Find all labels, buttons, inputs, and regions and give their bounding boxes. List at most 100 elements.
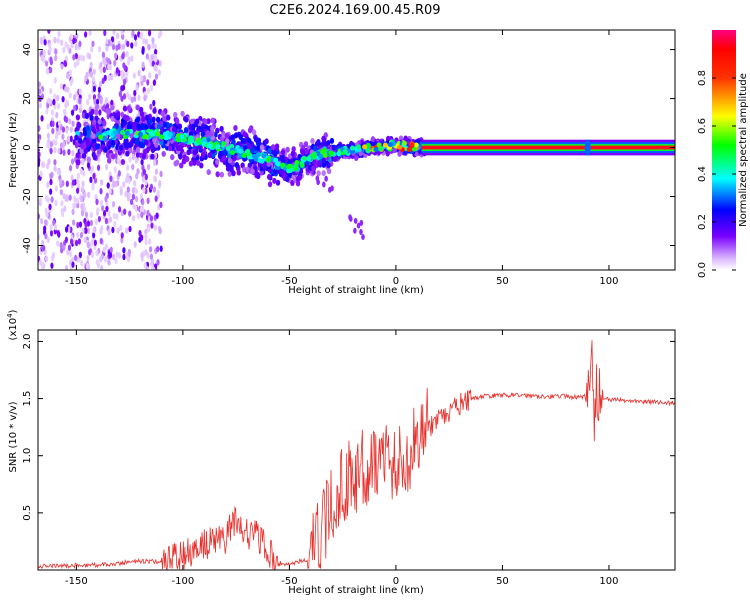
- noise-cell: [146, 197, 150, 205]
- noise-cell: [80, 203, 84, 210]
- noise-cell: [151, 37, 155, 44]
- noise-cell: [153, 224, 158, 231]
- spectral-cell: [329, 137, 335, 144]
- noise-cell: [152, 186, 157, 193]
- noise-cell: [57, 30, 61, 38]
- tail-cell: [324, 175, 328, 182]
- noise-cell: [88, 93, 92, 100]
- x-tick-label: 0: [393, 276, 399, 287]
- noise-cell: [122, 78, 127, 86]
- spectral-cell: [297, 174, 302, 181]
- spectral-cell: [205, 130, 210, 137]
- spectral-cell: [210, 117, 215, 124]
- noise-cell: [105, 45, 109, 52]
- noise-cell: [86, 227, 91, 234]
- ridge-core-cell: [138, 131, 144, 137]
- ridge-core-cell: [409, 142, 415, 148]
- noise-cell: [74, 43, 78, 51]
- noise-cell: [108, 251, 113, 259]
- spectral-cell: [166, 114, 171, 121]
- y-tick-label: 40: [22, 43, 33, 56]
- spectral-cell: [138, 140, 143, 147]
- noise-cell: [46, 123, 50, 130]
- noise-cell: [152, 99, 156, 107]
- noise-cell: [152, 79, 156, 86]
- noise-cell: [154, 73, 159, 80]
- noise-cell: [47, 97, 51, 104]
- ridge-core-cell: [322, 153, 328, 159]
- noise-cell: [49, 147, 53, 155]
- noise-cell: [107, 258, 111, 266]
- spectral-cell: [136, 116, 141, 123]
- spectral-cell: [200, 152, 206, 159]
- noise-cell: [53, 159, 57, 166]
- noise-cell: [125, 91, 129, 99]
- noise-cell: [149, 253, 154, 260]
- spectral-cell: [80, 143, 85, 150]
- noise-cell: [38, 197, 42, 204]
- noise-cell: [103, 256, 107, 263]
- noise-cell: [39, 36, 43, 44]
- noise-cell: [38, 125, 41, 132]
- snr-frame: [37, 329, 676, 571]
- spectral-cell: [173, 141, 179, 148]
- noise-cell: [114, 52, 118, 59]
- noise-cell: [148, 72, 152, 79]
- noise-cell: [78, 221, 83, 228]
- ridge-core-cell: [167, 132, 173, 138]
- noise-cell: [88, 249, 92, 256]
- snr-y-multiplier-exp: 4: [6, 313, 14, 318]
- noise-cell: [90, 240, 94, 247]
- spectral-cell: [206, 169, 211, 176]
- noise-cell: [94, 218, 98, 226]
- ridge-core-cell: [246, 151, 252, 157]
- noise-cell: [56, 229, 60, 237]
- noise-cell: [59, 142, 64, 149]
- noise-cell: [154, 195, 158, 202]
- noise-cell: [69, 33, 74, 41]
- noise-cell: [126, 40, 130, 48]
- noise-cell: [85, 262, 89, 270]
- spectral-cell: [179, 162, 184, 169]
- noise-cell: [146, 209, 150, 217]
- y-tick-label: -20: [22, 188, 33, 204]
- ridge-core-cell: [411, 146, 417, 152]
- noise-cell: [44, 232, 48, 240]
- ridge-core-cell: [397, 144, 403, 150]
- noise-cell: [119, 189, 123, 196]
- spectral-cell: [161, 150, 166, 157]
- noise-cell: [153, 43, 157, 50]
- noise-cell: [139, 206, 143, 213]
- noise-cell: [132, 214, 136, 222]
- noise-cell: [66, 135, 71, 142]
- ridge-core-cell: [211, 143, 217, 149]
- spectral-cell: [174, 159, 180, 166]
- noise-cell: [52, 219, 56, 226]
- noise-cell: [134, 157, 138, 164]
- spectral-cell: [312, 145, 318, 152]
- noise-cell: [95, 98, 100, 105]
- noise-cell: [42, 49, 46, 57]
- noise-cell: [78, 88, 82, 95]
- noise-cell: [92, 68, 96, 75]
- spectral-cell: [272, 177, 277, 184]
- noise-cell: [113, 220, 117, 228]
- noise-cell: [64, 41, 68, 48]
- noise-cell: [117, 252, 122, 259]
- spectral-cell: [227, 157, 233, 164]
- noise-cell: [46, 236, 50, 244]
- noise-cell: [72, 54, 76, 61]
- ridge-core-cell: [255, 152, 261, 158]
- spectral-cell: [188, 124, 193, 131]
- noise-cell: [107, 229, 111, 236]
- noise-cell: [67, 148, 71, 156]
- ridge-core-cell: [206, 143, 212, 149]
- noise-cell: [76, 172, 80, 180]
- noise-cell: [142, 37, 146, 45]
- noise-cell: [121, 53, 125, 60]
- noise-cell: [102, 210, 107, 217]
- spectral-cell: [198, 144, 203, 151]
- noise-cell: [125, 50, 129, 58]
- noise-cell: [134, 187, 138, 195]
- spectral-cell: [219, 171, 225, 178]
